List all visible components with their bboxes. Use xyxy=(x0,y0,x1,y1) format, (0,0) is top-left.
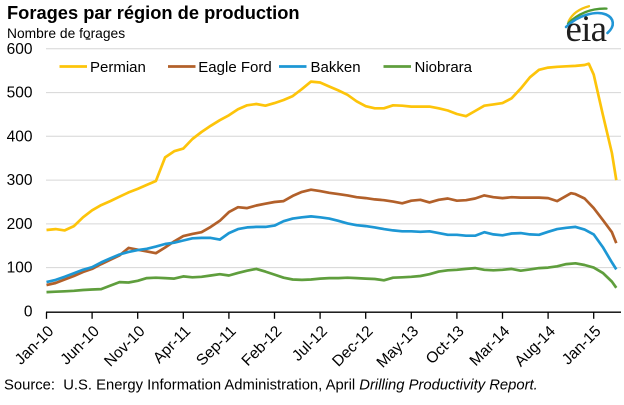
svg-text:Source: U.S. Energy Informati: Source: U.S. Energy Information Administ… xyxy=(4,378,538,394)
svg-text:Permian: Permian xyxy=(90,59,146,76)
svg-text:Nombre de forages: Nombre de forages xyxy=(7,26,125,41)
svg-text:0: 0 xyxy=(24,303,33,320)
svg-text:Eagle Ford: Eagle Ford xyxy=(198,59,271,76)
svg-text:Bakken: Bakken xyxy=(311,59,361,76)
svg-text:100: 100 xyxy=(7,260,33,277)
svg-text:200: 200 xyxy=(7,216,33,233)
svg-text:400: 400 xyxy=(7,128,33,145)
svg-text:300: 300 xyxy=(7,172,33,189)
svg-text:500: 500 xyxy=(7,85,33,102)
svg-text:eia: eia xyxy=(566,9,607,50)
svg-text:Forages par région de producti: Forages par région de production xyxy=(7,2,300,23)
svg-text:600: 600 xyxy=(7,41,33,58)
svg-text:Niobrara: Niobrara xyxy=(415,59,473,76)
